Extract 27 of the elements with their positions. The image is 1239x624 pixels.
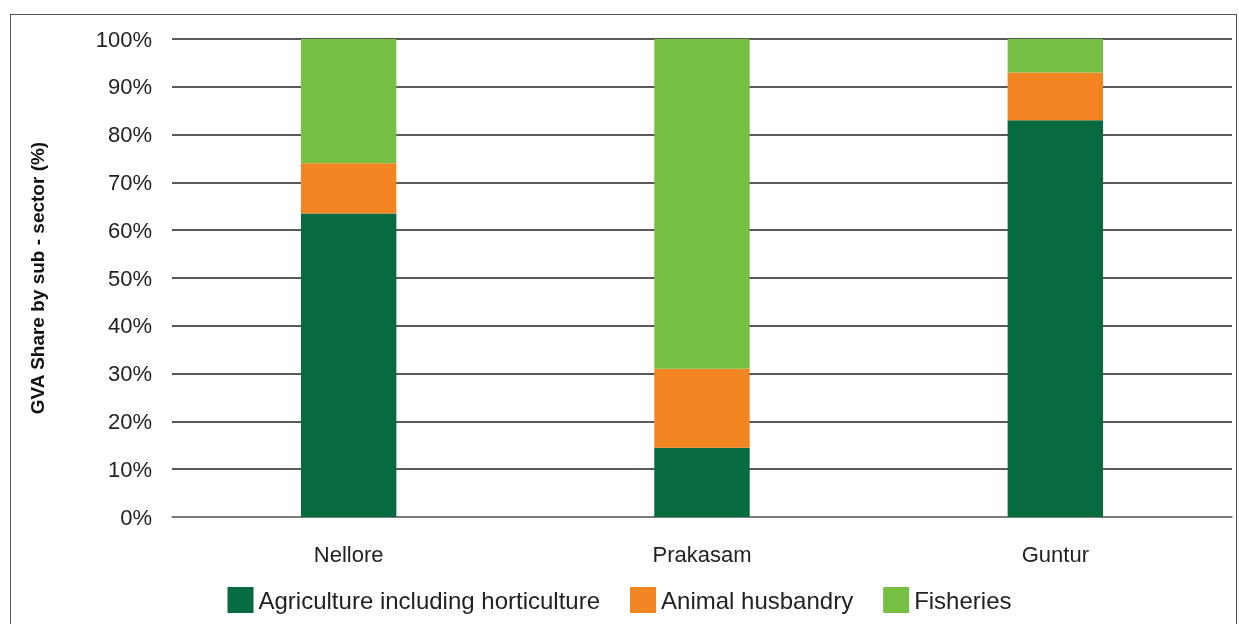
bar (300, 163, 397, 214)
y-tick-label: 60% (107, 217, 152, 243)
x-tick-label: Prakasam (652, 541, 752, 567)
legend-label: Fisheries (914, 586, 1012, 614)
y-axis-title: GVA Share by sub - sector (%) (27, 141, 48, 415)
y-tick-label: 30% (107, 361, 152, 387)
y-tick-label: 0% (120, 504, 152, 530)
bar (654, 39, 750, 369)
y-tick-label: 70% (107, 169, 152, 195)
y-tick-label: 10% (107, 456, 152, 482)
bar (654, 368, 750, 448)
bar (1007, 72, 1104, 121)
bar (654, 447, 750, 517)
y-tick-label: 100% (95, 26, 152, 52)
x-tick-label: Guntur (1021, 541, 1089, 567)
bar (300, 39, 397, 164)
y-tick-label: 40% (107, 313, 152, 339)
x-tick-label: Nellore (313, 541, 384, 567)
legend-label: Animal husbandry (661, 586, 854, 614)
legend-label: Agriculture including horticulture (258, 586, 601, 614)
y-tick-label: 90% (107, 74, 152, 100)
y-tick-label: 80% (107, 122, 152, 148)
y-tick-label: 50% (107, 265, 152, 291)
bar (1007, 120, 1104, 517)
bar (300, 213, 397, 517)
bar (1007, 39, 1104, 73)
y-tick-label: 20% (107, 408, 152, 434)
